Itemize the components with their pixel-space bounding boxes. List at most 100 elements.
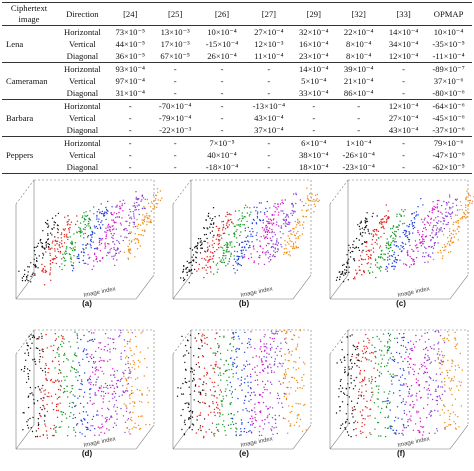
scatter-point [183,265,185,267]
scatter-point [115,228,118,230]
scatter-point [219,412,221,414]
scatter-point [456,385,458,387]
scatter-point [33,336,36,339]
scatter-point [91,332,93,334]
scatter-point [388,338,390,341]
scatter-point [96,257,98,259]
scatter-point [448,201,450,203]
scatter-point [447,221,449,224]
scatter-point [128,370,131,372]
scatter-point [448,243,451,245]
scatter-point [191,249,194,251]
scatter-point [247,240,249,242]
scatter-point [97,414,99,416]
scatter-point [125,227,127,230]
scatter-point [269,256,271,258]
scatter-point [292,212,294,214]
scatter-point [228,258,231,260]
scatter-point [417,214,419,216]
scatter-point [369,266,372,268]
scatter-point [113,228,115,230]
scatter-point [259,339,262,341]
scatter-point [318,199,320,201]
scatter-point [392,392,395,394]
scatter-point [225,265,227,267]
scatter-point [253,206,255,208]
scatter-point [101,423,103,425]
scatter-point [339,380,342,382]
scatter-point [307,209,309,211]
scatter-point [389,236,392,238]
scatter-point [99,240,101,242]
scatter-point [256,365,258,367]
scatter-point [270,356,273,358]
scatter-point [261,251,264,254]
scatter-point [358,249,361,252]
scatter-point [213,394,215,397]
scatter-point [97,426,100,428]
scatter-point [368,339,370,341]
scatter-point [195,363,198,366]
cell-value: 38×10⁻⁴ [298,149,329,160]
scatter-point [414,364,416,366]
scatter-point [354,247,356,249]
scatter-point [207,261,209,263]
scatter-point [379,411,382,414]
scatter-point [436,199,439,202]
scatter-point [445,211,447,213]
scatter-point [269,349,272,351]
scatter-point [443,249,445,252]
scatter-point [363,395,365,397]
scatter-point [93,332,95,334]
scatter-point [428,376,431,378]
scatter-point [91,232,94,234]
scatter-point [106,212,108,215]
scatter-point [351,355,353,358]
scatter-point [98,241,101,244]
scatter-point [230,413,232,415]
scatter-point [316,193,319,196]
scatter-point [446,204,448,206]
scatter-point [296,379,298,382]
cell-value: - [173,137,177,148]
scatter-point [274,251,277,254]
scatter-point [44,408,46,410]
scatter-point [402,423,405,426]
scatter-point [227,221,229,223]
scatter-point [45,270,48,273]
scatter-point [41,408,43,411]
scatter-point [67,359,69,361]
scatter-point [42,230,44,232]
scatter-point [193,355,195,357]
scatter-point [299,329,302,332]
scatter-point [355,246,357,249]
scatter-point [353,276,356,278]
scatter-point [58,364,60,366]
scatter-point [236,241,238,244]
scatter-point [40,415,42,418]
scatter-point [394,265,396,268]
scatter-point [103,214,105,216]
scatter-point [383,232,385,235]
scatter-point [270,370,273,372]
scatter-point [90,381,92,383]
scatter-point [430,393,432,396]
scatter-point [188,352,190,354]
scatter-point [364,221,366,224]
scatter-point [460,405,463,407]
scatter-point [393,420,396,422]
scatter-point [66,435,69,437]
scatter-point [69,346,72,348]
scatter-point [458,366,460,369]
scatter-point [366,218,368,220]
scatter-point [72,247,74,249]
scatter-point [288,251,291,253]
cell-value: - [220,75,224,86]
scatter-point [42,399,44,402]
scatter-point [110,212,113,214]
scatter-point [60,335,63,337]
scatter-point [92,361,95,363]
scatter-point [428,389,430,392]
scatter-point [451,377,453,380]
cell-value: 43×10⁻⁴ [382,124,426,137]
